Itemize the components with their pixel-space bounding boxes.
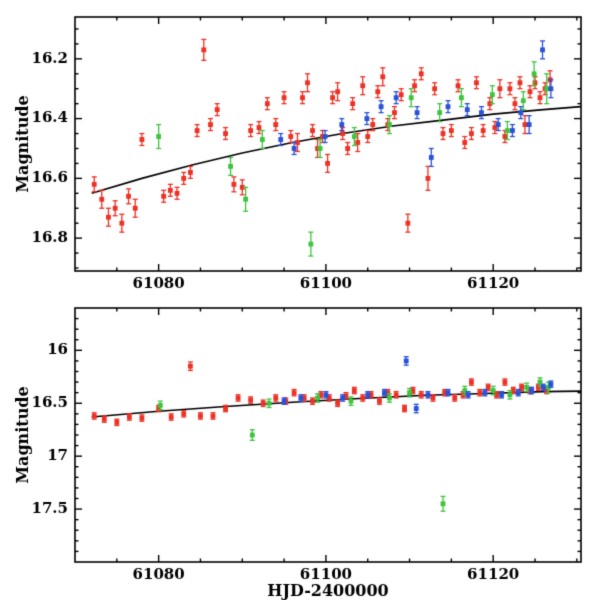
light-curves-canvas: [0, 0, 600, 600]
light-curve-figure: [0, 0, 600, 600]
